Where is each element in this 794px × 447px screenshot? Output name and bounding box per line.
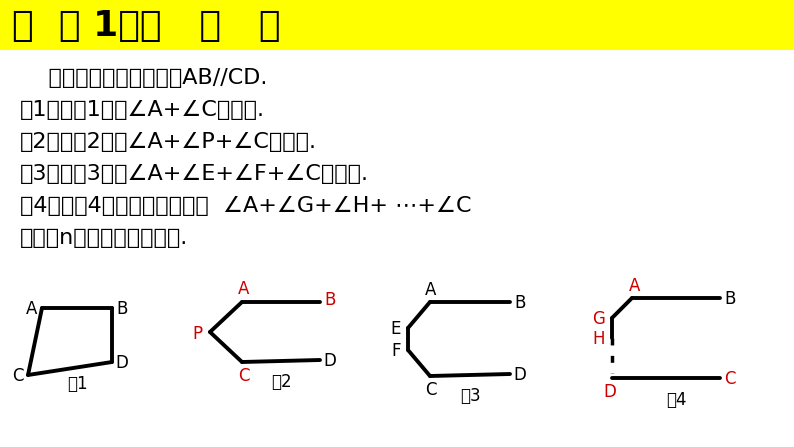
Text: A: A	[26, 300, 37, 318]
Text: 图3: 图3	[460, 387, 480, 405]
Text: D: D	[514, 366, 526, 384]
Text: （1）在图1中求∠A+∠C的度数.: （1）在图1中求∠A+∠C的度数.	[20, 100, 265, 120]
Text: （2）在图2中求∠A+∠P+∠C的度数.: （2）在图2中求∠A+∠P+∠C的度数.	[20, 132, 317, 152]
Text: B: B	[724, 290, 736, 308]
Text: B: B	[116, 300, 128, 318]
Text: C: C	[426, 381, 437, 399]
Text: B: B	[324, 291, 336, 309]
Text: 图2: 图2	[271, 373, 291, 391]
Text: E: E	[391, 320, 401, 338]
Text: H: H	[593, 330, 605, 348]
Text: 图1: 图1	[67, 375, 87, 393]
Text: C: C	[724, 370, 736, 388]
Text: D: D	[324, 352, 337, 370]
Bar	[0, 0, 794, 50]
Text: P: P	[192, 325, 202, 343]
Text: A: A	[238, 280, 249, 298]
Text: C: C	[238, 367, 250, 385]
Text: B: B	[515, 294, 526, 312]
Text: A: A	[630, 277, 641, 295]
Text: 探  究 1：铅   笔   型: 探 究 1：铅 笔 型	[12, 9, 280, 43]
Text: （3）在图3中求∠A+∠E+∠F+∠C的度数.: （3）在图3中求∠A+∠E+∠F+∠C的度数.	[20, 164, 369, 184]
Text: C: C	[12, 367, 24, 385]
Text: D: D	[603, 383, 616, 401]
Text: F: F	[391, 342, 401, 360]
Text: 在下列各图中，都满足AB∕∕CD.: 在下列各图中，都满足AB∕∕CD.	[20, 68, 268, 88]
Text: G: G	[592, 310, 606, 328]
Text: （共有n个角相加）的度数.: （共有n个角相加）的度数.	[20, 228, 188, 248]
Text: D: D	[116, 354, 129, 372]
Text: A: A	[426, 281, 437, 299]
Text: 图4: 图4	[665, 391, 686, 409]
Text: （4）在图4中按以上规律，求  ∠A+∠G+∠H+ ⋯+∠C: （4）在图4中按以上规律，求 ∠A+∠G+∠H+ ⋯+∠C	[20, 196, 472, 216]
